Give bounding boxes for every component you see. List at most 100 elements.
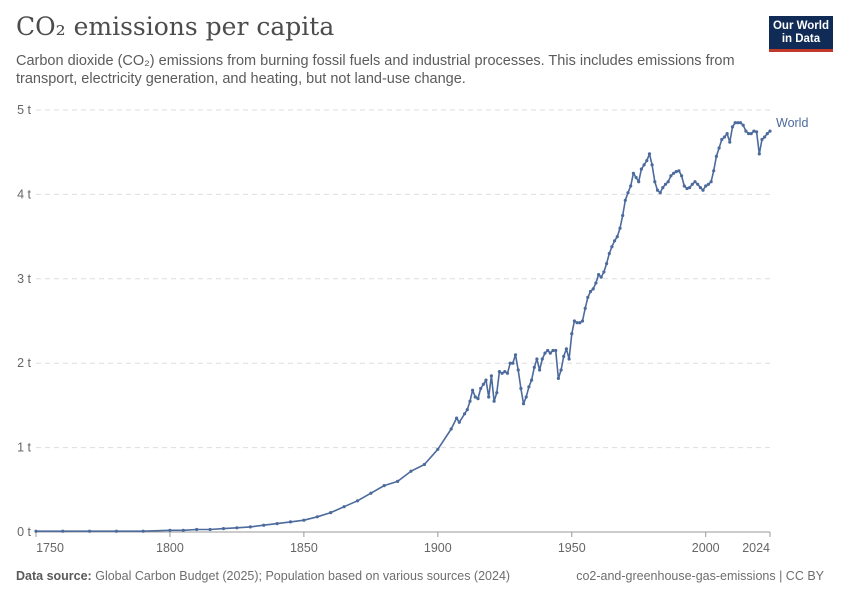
data-point bbox=[709, 180, 713, 184]
data-point bbox=[221, 527, 226, 531]
data-point bbox=[468, 399, 472, 403]
data-point bbox=[181, 528, 185, 532]
data-point bbox=[513, 353, 518, 357]
data-point bbox=[661, 186, 665, 190]
x-axis-ticks: 1750 1800 1850 1900 1950 2000 2024 bbox=[35, 532, 771, 555]
data-point bbox=[712, 169, 716, 173]
data-point bbox=[669, 174, 673, 178]
data-point bbox=[685, 186, 689, 191]
data-point bbox=[634, 175, 638, 180]
y-tick-label: 2 t bbox=[17, 356, 31, 370]
data-point bbox=[605, 262, 609, 266]
data-point bbox=[741, 123, 745, 127]
data-point bbox=[530, 378, 534, 382]
data-point bbox=[607, 251, 611, 256]
data-point bbox=[583, 306, 587, 310]
data-point bbox=[567, 357, 571, 361]
data-point bbox=[481, 382, 485, 386]
data-point bbox=[302, 518, 306, 522]
data-point bbox=[645, 159, 649, 163]
data-point bbox=[396, 479, 400, 483]
data-point bbox=[141, 529, 145, 533]
data-point bbox=[597, 273, 601, 277]
data-point bbox=[613, 239, 617, 243]
data-point bbox=[572, 319, 577, 323]
data-point bbox=[621, 213, 625, 218]
data-point bbox=[653, 180, 657, 184]
data-point bbox=[516, 368, 520, 372]
data-point bbox=[449, 427, 453, 431]
data-point bbox=[618, 226, 622, 230]
data-point bbox=[168, 528, 172, 532]
data-point bbox=[682, 184, 686, 188]
data-point bbox=[556, 376, 561, 380]
data-point bbox=[720, 137, 724, 142]
data-point bbox=[578, 321, 582, 325]
data-point bbox=[382, 484, 386, 488]
data-point bbox=[725, 132, 729, 136]
data-point bbox=[672, 171, 676, 175]
data-point bbox=[535, 357, 539, 361]
data-point bbox=[615, 235, 619, 239]
x-tick-label: 1850 bbox=[290, 541, 318, 555]
series-label-world[interactable]: World bbox=[776, 116, 808, 130]
chart-subtitle: Carbon dioxide (CO₂) emissions from burn… bbox=[16, 53, 735, 87]
data-point bbox=[546, 348, 550, 353]
data-point bbox=[647, 152, 652, 156]
logo-line-2: in Data bbox=[781, 33, 821, 45]
data-point bbox=[463, 412, 467, 416]
data-point bbox=[698, 186, 703, 190]
data-point bbox=[342, 505, 346, 509]
data-point bbox=[760, 137, 764, 142]
data-point bbox=[706, 182, 711, 186]
series-line-world[interactable] bbox=[36, 121, 771, 532]
data-point bbox=[599, 275, 603, 279]
data-point bbox=[551, 348, 555, 353]
data-point bbox=[730, 125, 735, 129]
data-point bbox=[674, 170, 678, 174]
data-point bbox=[543, 351, 547, 355]
series-layer: World bbox=[34, 116, 808, 533]
data-point bbox=[275, 522, 279, 526]
data-point bbox=[588, 289, 593, 294]
data-source-text: Global Carbon Budget (2025); Population … bbox=[95, 569, 511, 583]
data-point bbox=[755, 130, 759, 134]
data-point bbox=[570, 332, 574, 336]
data-point bbox=[508, 361, 512, 365]
data-point bbox=[575, 321, 579, 325]
data-point bbox=[752, 129, 756, 133]
data-point bbox=[666, 180, 670, 184]
data-point bbox=[235, 526, 239, 530]
data-point bbox=[722, 135, 727, 139]
data-point bbox=[455, 416, 459, 420]
logo-line-1: Our World bbox=[772, 20, 829, 32]
y-tick-label: 3 t bbox=[17, 272, 31, 286]
data-point bbox=[736, 121, 740, 125]
data-point bbox=[744, 129, 748, 133]
data-point bbox=[680, 174, 684, 178]
data-point bbox=[61, 529, 65, 533]
data-point bbox=[631, 171, 636, 175]
data-point bbox=[195, 527, 199, 532]
owid-logo[interactable]: Our World in Data bbox=[769, 16, 833, 52]
data-point bbox=[663, 182, 668, 186]
x-tick-label: 1900 bbox=[424, 541, 452, 555]
data-point bbox=[696, 182, 700, 186]
data-point bbox=[548, 351, 552, 355]
data-point bbox=[479, 386, 483, 391]
y-tick-label: 1 t bbox=[17, 441, 31, 455]
data-point bbox=[733, 121, 737, 125]
data-point bbox=[262, 523, 266, 527]
grid-lines bbox=[36, 109, 770, 533]
data-point bbox=[629, 184, 633, 188]
data-point bbox=[329, 510, 333, 515]
chart-slug[interactable]: co2-and-greenhouse-gas-emissions | CC BY bbox=[576, 569, 824, 583]
data-point bbox=[717, 146, 721, 150]
data-point bbox=[642, 163, 646, 167]
y-tick-label: 0 t bbox=[17, 525, 31, 539]
data-point bbox=[208, 527, 212, 532]
data-point bbox=[503, 370, 507, 374]
data-point bbox=[495, 391, 499, 395]
data-point bbox=[471, 388, 475, 392]
data-point bbox=[527, 385, 531, 389]
